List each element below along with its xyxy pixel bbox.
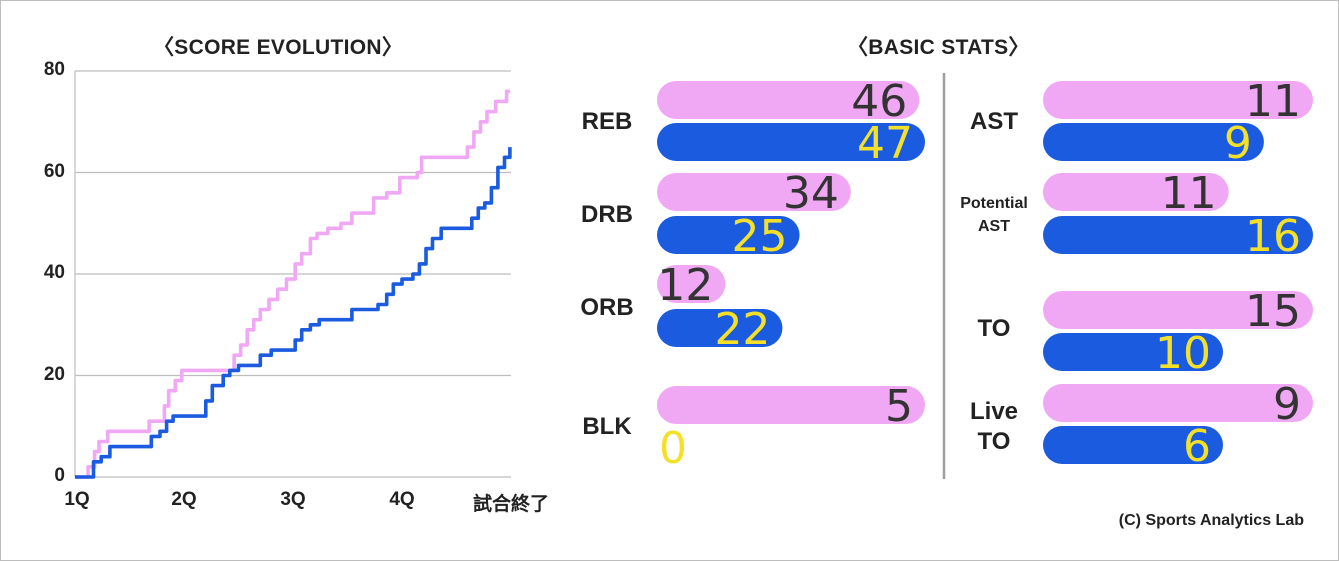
stat-label-blk: BLK [582,413,632,440]
value-orb-pink: 12 [657,260,713,311]
stat-label-ast: AST [970,108,1018,135]
bar-live-to-blue [1043,426,1223,464]
stat-label-to: TO [977,315,1011,342]
bar-ast-blue [1043,123,1264,161]
value-drb-blue: 25 [732,211,788,262]
basic-stats-title: 〈BASIC STATS〉 [847,36,1030,59]
team-pink-score-line [75,89,510,479]
bar-reb-pink [657,81,920,119]
bar-reb-blue [657,123,925,161]
bar-potential-ast-blue [1043,216,1313,254]
bar-potential-ast-pink [1043,173,1229,211]
value-reb-blue: 47 [857,118,913,169]
bar-to-pink [1043,291,1313,329]
team-blue-score-line [75,147,512,479]
bar-ast-pink [1043,81,1313,119]
bar-drb-pink [657,173,851,211]
bar-orb-pink [657,265,726,303]
value-live-to-blue: 6 [1183,421,1211,472]
y-tick-label: 0 [54,465,65,486]
value-orb-blue: 22 [714,304,770,355]
value-reb-pink: 46 [851,76,907,127]
value-live-to-pink: 9 [1273,379,1301,430]
value-to-blue: 10 [1155,328,1211,379]
bar-to-blue [1043,333,1223,371]
stat-label-potential-ast: Potential AST [960,194,1028,235]
value-ast-pink: 11 [1245,76,1301,127]
value-potential-ast-blue: 16 [1245,211,1301,262]
score-evolution-title: 〈SCORE EVOLUTION〉 [153,36,404,59]
bar-blk-pink [657,386,925,424]
value-blk-blue: 0 [659,423,687,474]
y-tick-label: 80 [43,59,65,80]
score-evolution-chart [74,70,512,479]
y-tick-label: 60 [43,160,65,182]
x-tick-label: 1Q [64,489,90,510]
x-tick-label: 4Q [389,489,415,510]
stat-label-reb: REB [581,108,633,135]
bar-live-to-pink [1043,384,1313,422]
value-drb-pink: 34 [783,168,839,219]
stat-label-drb: DRB [581,201,633,228]
x-tick-label: 3Q [280,489,306,510]
y-tick-label: 20 [43,363,65,385]
value-blk-pink: 5 [885,381,913,432]
value-to-pink: 15 [1245,286,1301,337]
stat-label-live-to: Live TO [969,398,1019,455]
value-potential-ast-pink: 11 [1161,168,1217,219]
stat-label-orb: ORB [580,294,634,321]
credit-text: (C) Sports Analytics Lab [1118,512,1304,529]
value-ast-blue: 9 [1224,118,1252,169]
bar-orb-blue [657,309,783,347]
bar-drb-blue [657,216,800,254]
x-tick-label: 試合終了 [472,494,550,515]
x-tick-label: 2Q [171,489,197,510]
y-tick-label: 40 [43,262,65,283]
